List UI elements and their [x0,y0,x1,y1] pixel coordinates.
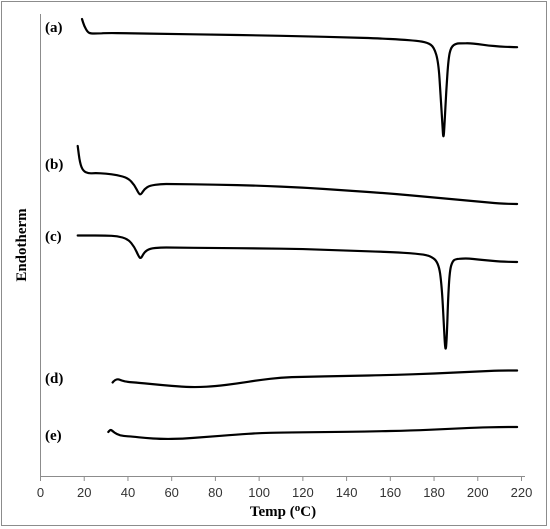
trace-label-b: (b) [45,157,63,173]
x-tick-label: 180 [423,485,445,500]
x-axis-title-sup: o [295,502,301,514]
x-axis-title-tail: C) [300,504,316,520]
x-tick-label: 80 [208,485,222,500]
x-tick-label: 160 [379,485,401,500]
trace-label-a: (a) [45,20,63,36]
x-tick-label: 40 [121,485,135,500]
x-axis-title: Temp (oC) [250,502,316,520]
dsc-trace-b [76,144,519,206]
dsc-trace-a [80,17,519,138]
x-tick-label: 120 [292,485,314,500]
x-tick-label: 100 [248,485,270,500]
trace-label-e: (e) [45,428,62,444]
trace-label-d: (d) [45,371,63,387]
x-tick-label: 200 [467,485,489,500]
y-axis-title: Endotherm [14,208,30,282]
dsc-trace-c [76,234,519,350]
dsc-trace-d [111,369,519,389]
x-tick-label: 0 [37,485,44,500]
x-ticks: 0 20 40 60 80 100 120 140 160 180 200 220 [37,476,533,500]
x-tick-label: 140 [336,485,358,500]
trace-label-c: (c) [45,229,62,245]
x-tick-label: 220 [511,485,533,500]
dsc-trace-e [107,425,519,441]
x-tick-label: 20 [77,485,91,500]
dsc-traces [76,17,519,441]
x-tick-label: 60 [164,485,178,500]
x-axis-title-main: Temp ( [250,504,295,520]
